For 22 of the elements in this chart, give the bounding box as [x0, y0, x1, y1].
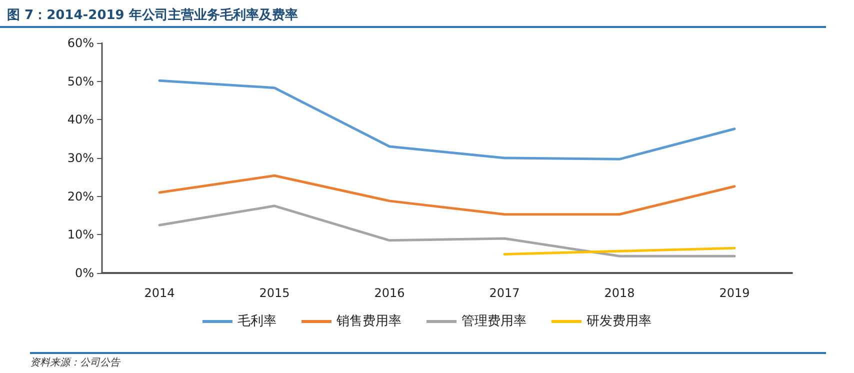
y-tick-label: 20%: [67, 189, 94, 204]
line-series: [158, 79, 736, 160]
x-tick-label: 2019: [719, 286, 750, 300]
y-tick-label: 10%: [67, 228, 94, 242]
y-tick-label: 60%: [67, 36, 94, 50]
y-tick-label: 0%: [74, 266, 94, 280]
legend-label: 管理费用率: [462, 313, 526, 329]
legend-label: 销售费用率: [336, 313, 402, 329]
text: 资料来源：公司公告: [30, 356, 121, 368]
x-tick-label: 2015: [259, 286, 290, 300]
x-tick-label: 2016: [374, 286, 405, 300]
x-tick-label: 2014: [144, 286, 175, 300]
x-tick-label: 2017: [489, 286, 520, 300]
line-series: [158, 174, 736, 216]
legend-label: 研发费用率: [586, 313, 652, 329]
line-series: [158, 204, 736, 258]
chart-title: 图 7：2014-2019 年公司主营业务毛利率及费率: [7, 7, 298, 23]
y-tick-label: 40%: [67, 112, 94, 127]
y-tick-label: 50%: [67, 74, 94, 88]
x-tick-label: 2018: [604, 286, 635, 300]
y-tick-label: 30%: [67, 151, 94, 165]
legend-label: 毛利率: [238, 313, 276, 329]
